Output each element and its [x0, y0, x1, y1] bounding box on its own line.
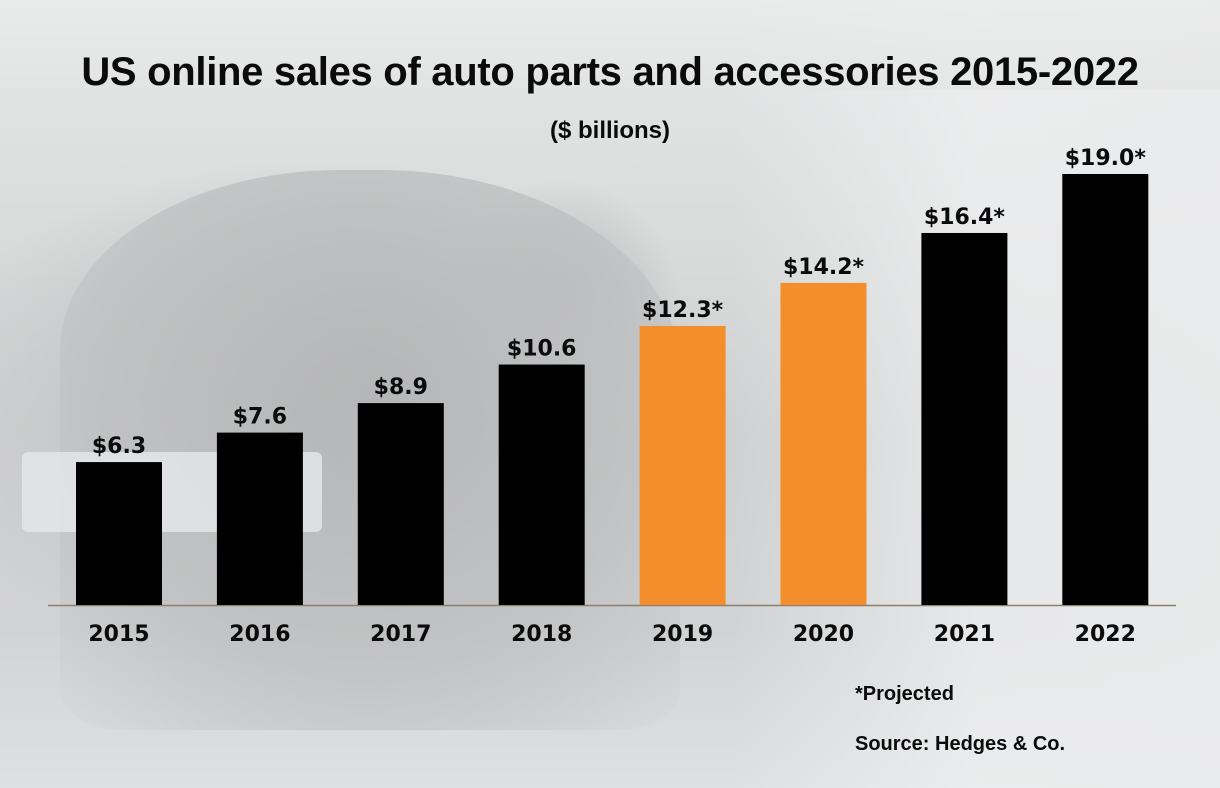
chart-title: US online sales of auto parts and access…	[81, 50, 1139, 94]
value-label-2021: $16.4*	[924, 205, 1006, 230]
value-label-2016: $7.6	[233, 405, 287, 430]
bar-2018	[498, 364, 585, 605]
bar-2019	[639, 325, 726, 605]
bar-2022	[1062, 174, 1149, 605]
bar-2017	[357, 403, 444, 605]
value-label-2015: $6.3	[92, 434, 146, 459]
x-tick-label-2019: 2019	[652, 622, 713, 647]
x-tick-label-2021: 2021	[934, 622, 995, 647]
value-label-2020: $14.2*	[783, 255, 865, 280]
x-tick-label-2016: 2016	[229, 622, 290, 647]
x-tick-label-2018: 2018	[511, 622, 572, 647]
x-tick-label-2020: 2020	[793, 622, 854, 647]
x-tick-label-2022: 2022	[1075, 622, 1136, 647]
value-label-2022: $19.0*	[1065, 146, 1147, 171]
x-tick-label-2017: 2017	[370, 622, 431, 647]
value-label-2017: $8.9	[374, 375, 428, 400]
bar-2015	[76, 462, 162, 605]
value-label-2019: $12.3*	[642, 298, 724, 323]
chart-subtitle: ($ billions)	[550, 117, 670, 144]
source-note: Source: Hedges & Co.	[855, 733, 1066, 755]
bar-2020	[780, 282, 867, 605]
background-ceiling	[0, 0, 1220, 90]
value-label-2018: $10.6	[507, 337, 577, 362]
bar-2021	[921, 232, 1008, 605]
bar-2016	[216, 432, 303, 605]
projected-note: *Projected	[855, 683, 954, 705]
x-tick-label-2015: 2015	[88, 622, 149, 647]
